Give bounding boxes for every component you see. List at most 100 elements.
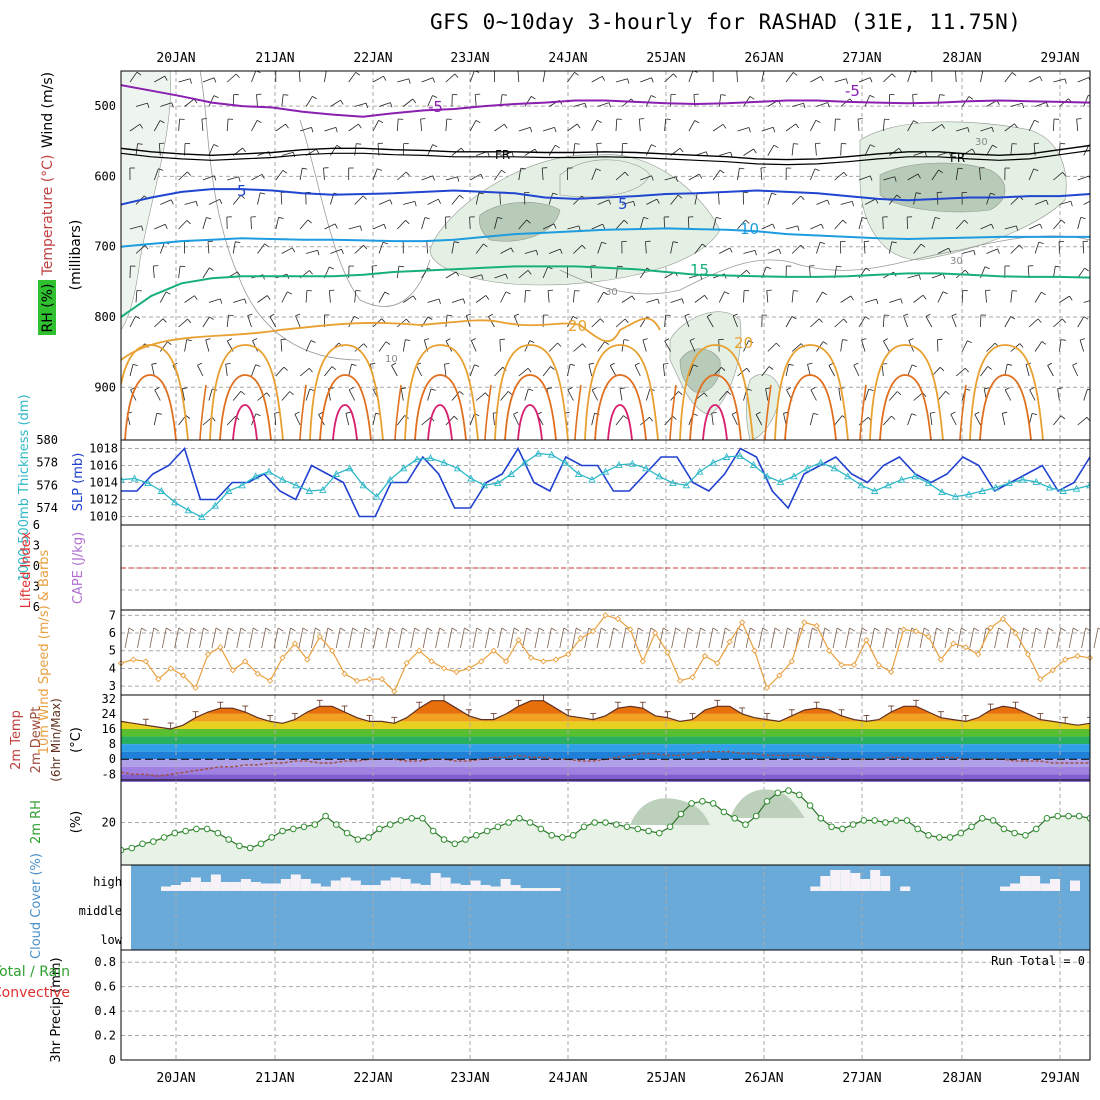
wind-barb [305, 340, 312, 352]
wind-barb [514, 313, 520, 317]
wind-barb [1094, 199, 1096, 203]
rh2m-point [936, 834, 943, 841]
rh2m-point [839, 825, 846, 833]
wind-barb [701, 243, 707, 248]
wind-barb [240, 390, 246, 395]
wind10m-barb [720, 627, 726, 649]
wind-barb [574, 71, 579, 76]
wind-barb [1034, 291, 1042, 303]
wind-barb [255, 413, 261, 417]
wind-barb [470, 173, 481, 181]
wind-barb [828, 365, 836, 377]
wind10m-point [527, 654, 535, 661]
wind-barb [252, 340, 258, 352]
cloud-bar [320, 886, 331, 891]
wind-barb [894, 176, 897, 182]
wind-barb [845, 78, 848, 84]
wind10m-barb [894, 627, 900, 649]
run-total: Run Total = 0 [991, 954, 1085, 968]
cloud-bar [260, 883, 271, 891]
wind-barb [207, 241, 210, 254]
wind-barb [156, 412, 162, 415]
wind-barb [1041, 341, 1047, 345]
wind-barb [934, 217, 941, 220]
cloud-bar [250, 882, 261, 891]
wind-barb [673, 73, 678, 78]
wind-barb [220, 298, 223, 304]
wind10m-barb [919, 627, 925, 649]
wind10m-barb [327, 627, 334, 632]
wind10m-barb [795, 627, 801, 649]
thickness-point [561, 458, 569, 466]
wind-barb [664, 73, 674, 83]
wind-barb [827, 102, 830, 108]
wind-barb [129, 316, 136, 328]
wind-barb [681, 298, 684, 304]
isotherm-25 [669, 384, 677, 440]
wind-barb [937, 391, 946, 401]
wind10m-barb [638, 627, 644, 632]
wind-barb [931, 217, 936, 230]
wind-barb [1025, 364, 1030, 377]
precip-convective-label: Convective [0, 985, 70, 1001]
wind-barb [405, 220, 410, 224]
temp-band [121, 736, 1090, 745]
wind-barb [1053, 318, 1063, 328]
thickness-point [130, 474, 139, 482]
wind-barb [355, 71, 361, 76]
wind10m-barb [836, 627, 843, 632]
cloud-bar [300, 879, 311, 891]
wind10m-barb [907, 627, 913, 649]
wind-barb [761, 366, 770, 377]
wind10m-barb [824, 627, 830, 632]
wind-barb [197, 365, 204, 377]
wind-barb [974, 414, 981, 426]
wind-barb [240, 194, 245, 199]
wind10m-barb [389, 627, 396, 632]
wind-barb [501, 169, 506, 174]
wind-barb [724, 291, 730, 295]
wind10m-barb [286, 627, 291, 649]
wind-barb [986, 144, 993, 156]
wind-barb [864, 298, 877, 303]
thickness-point [265, 467, 273, 475]
wind-barb [803, 103, 806, 109]
wind-barb [444, 364, 447, 377]
cloud-bar [1010, 883, 1021, 891]
wind-barb [816, 102, 828, 107]
wind-barb [864, 198, 876, 205]
wind-barb [907, 173, 919, 181]
wind-barb [672, 415, 677, 420]
wind10m-point [975, 651, 982, 658]
wind-barb [602, 223, 606, 229]
rh2m-point [989, 817, 997, 824]
wind-barb [1082, 241, 1085, 254]
wind-barb [160, 102, 172, 107]
date-label-top: 29JAN [1040, 51, 1079, 66]
wind-barb [529, 127, 533, 133]
wind-barb [597, 102, 610, 107]
millibars-axis-title: (millibars) [68, 220, 84, 291]
wind-barb [494, 273, 506, 279]
wind-barb [567, 364, 571, 377]
rh-axis-swatch [38, 280, 56, 335]
wind-barb [132, 364, 138, 366]
wind-barb [432, 144, 438, 147]
wind-barb [746, 367, 751, 373]
wind-barb [853, 362, 859, 366]
wind-barb [719, 169, 725, 174]
pressure-tick: 900 [94, 380, 116, 394]
wind10m-point [266, 677, 274, 684]
wind10m-point [1062, 656, 1069, 663]
wind-barb [412, 98, 417, 104]
wind-barb [597, 341, 605, 352]
wind-barb [281, 247, 293, 254]
wind-barb [1095, 299, 1096, 304]
wind-barb [1053, 171, 1063, 181]
wind-barb [275, 217, 279, 230]
wind-barb [882, 216, 884, 230]
lifted-index-tick: 3 [33, 539, 40, 553]
wind-barb [842, 339, 848, 341]
wind10m-barb [1006, 627, 1012, 649]
wind-barb [274, 413, 277, 426]
